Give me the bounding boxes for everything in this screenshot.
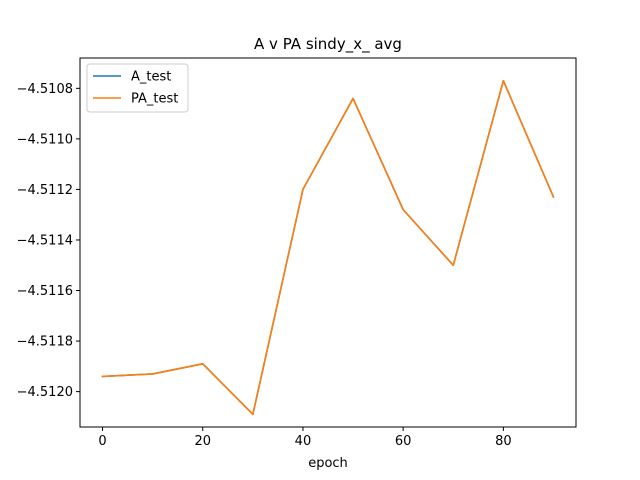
y-tick-label: −4.5116 (17, 284, 73, 299)
y-tick-label: −4.5114 (17, 233, 73, 248)
plot-area (79, 57, 577, 428)
y-tick-label: −4.5118 (17, 335, 73, 350)
y-tick-label: −4.5120 (17, 385, 73, 400)
x-axis: 0 20 40 60 80 (98, 427, 512, 449)
y-tick-label: −4.5112 (17, 183, 73, 198)
series-line-pa-test (101, 79, 555, 416)
x-tick-label: 0 (98, 434, 106, 449)
y-tick-label: −4.5108 (17, 82, 73, 97)
series-lines (101, 79, 555, 416)
chart-title: A v PA sindy_x_ avg (254, 35, 402, 54)
x-tick-label: 80 (495, 434, 512, 449)
y-axis: −4.5120 −4.5118 −4.5116 −4.5114 −4.5112 −4.51… (17, 82, 80, 400)
legend-label: A_test (131, 70, 171, 85)
y-tick-label: −4.5110 (17, 132, 73, 147)
legend: A_test PA_test (86, 63, 189, 113)
x-axis-label: epoch (308, 456, 348, 471)
x-tick-label: 20 (194, 434, 211, 449)
x-tick-label: 40 (295, 434, 312, 449)
legend-label: PA_test (131, 92, 178, 107)
x-tick-label: 60 (395, 434, 412, 449)
